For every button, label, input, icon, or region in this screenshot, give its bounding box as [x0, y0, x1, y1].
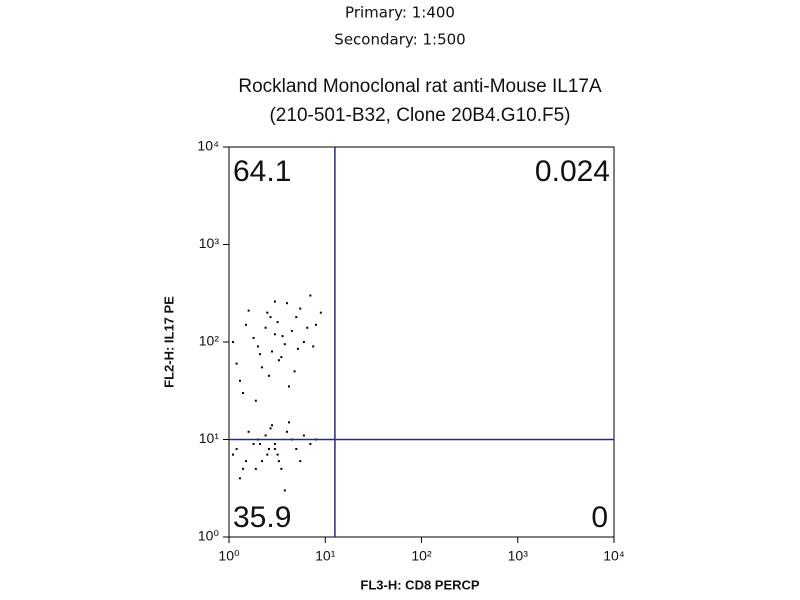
x-axis-label: FL3-H: CD8 PERCP — [360, 577, 480, 592]
dot — [281, 335, 284, 338]
dot — [295, 316, 298, 319]
dot — [252, 336, 255, 339]
dot — [266, 311, 269, 314]
quadrant-value: 0.024 — [535, 155, 610, 188]
dot — [244, 460, 247, 463]
dot — [271, 350, 274, 353]
dot — [242, 467, 245, 470]
dot — [276, 321, 279, 324]
dot — [231, 453, 234, 456]
dot — [283, 489, 286, 492]
dot — [259, 353, 262, 356]
header-line: Primary: 1:400 — [345, 4, 455, 22]
x-tick-label: 10⁴ — [603, 548, 625, 564]
dot — [254, 467, 257, 470]
header-line: Secondary: 1:500 — [334, 31, 465, 49]
dot — [287, 385, 290, 388]
dot — [235, 447, 238, 450]
dot — [287, 421, 290, 424]
dot — [238, 477, 241, 480]
dot — [260, 460, 263, 463]
dot — [302, 434, 305, 437]
dot — [259, 442, 262, 445]
dot — [238, 379, 241, 382]
dot — [273, 300, 276, 303]
dot — [260, 366, 263, 369]
dot — [247, 309, 250, 312]
dot — [247, 430, 250, 433]
y-tick-label: 10⁰ — [198, 528, 220, 544]
x-tick-label: 10⁰ — [218, 548, 240, 564]
quadrant-value: 0 — [591, 501, 608, 534]
y-tick-label: 10³ — [199, 235, 220, 251]
dot — [267, 374, 270, 377]
dot — [252, 442, 255, 445]
dot — [293, 370, 296, 373]
dot — [269, 427, 272, 430]
dot — [264, 326, 267, 329]
x-tick-label: 10² — [411, 548, 432, 564]
dot — [273, 442, 276, 445]
dot — [280, 467, 283, 470]
dot — [290, 329, 293, 332]
y-tick-label: 10¹ — [199, 430, 220, 446]
dot — [271, 424, 274, 427]
dot — [285, 302, 288, 305]
plot-frame — [228, 146, 615, 538]
dot — [269, 316, 272, 319]
dot — [314, 323, 317, 326]
dot — [235, 362, 238, 365]
dot — [309, 294, 312, 297]
x-tick-label: 10¹ — [315, 548, 336, 564]
dot — [299, 460, 302, 463]
x-tick-label: 10³ — [508, 548, 529, 564]
dot — [312, 345, 315, 348]
dot — [283, 343, 286, 346]
dot — [280, 356, 283, 359]
dot — [231, 341, 234, 343]
dot — [319, 311, 322, 314]
dot — [302, 341, 305, 343]
dot — [277, 460, 280, 463]
dot — [273, 447, 276, 450]
dot — [273, 333, 276, 336]
dot — [254, 399, 257, 402]
dot — [295, 447, 298, 450]
dot — [267, 447, 270, 450]
dot — [242, 391, 245, 394]
quadrant-value: 35.9 — [233, 501, 291, 534]
dot — [285, 430, 288, 433]
dot — [309, 442, 312, 445]
dot — [299, 307, 302, 310]
chart-title: (210-501-B32, Clone 20B4.G10.F5) — [269, 105, 570, 126]
chart-title: Rockland Monoclonal rat anti-Mouse IL17A — [238, 76, 602, 97]
y-axis-label: FL2-H: IL17 PE — [161, 296, 176, 388]
y-tick-label: 10⁴ — [197, 138, 219, 154]
dot — [306, 326, 309, 329]
dot — [266, 453, 269, 456]
y-tick-label: 10² — [199, 333, 220, 349]
dot — [296, 347, 299, 350]
dot — [264, 434, 267, 437]
dot — [277, 359, 280, 362]
dot — [276, 453, 279, 456]
dot — [244, 323, 247, 326]
dot — [256, 345, 259, 348]
quadrant-value: 64.1 — [233, 155, 291, 188]
